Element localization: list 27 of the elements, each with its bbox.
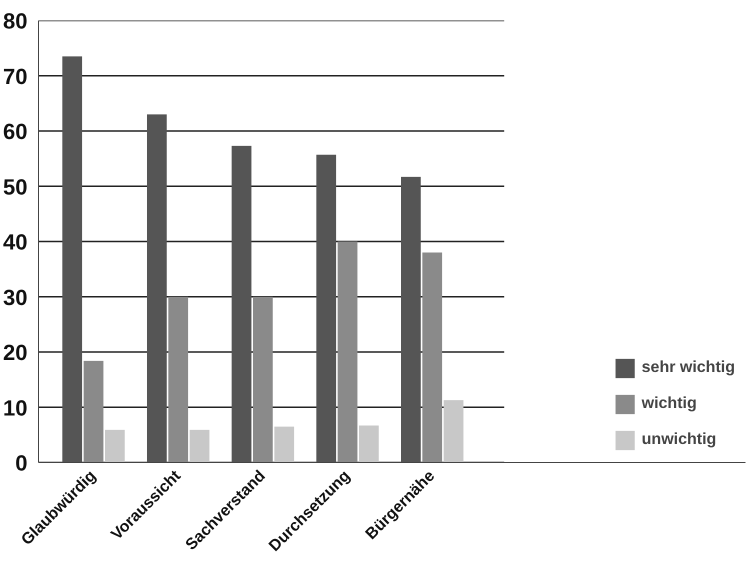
y-tick-label: 70 — [3, 64, 28, 89]
y-tick-label: 60 — [3, 119, 28, 144]
y-tick-label: 50 — [3, 174, 28, 200]
bar — [232, 146, 252, 462]
y-tick-label: 20 — [3, 340, 28, 365]
bar — [359, 425, 379, 462]
bar — [253, 296, 273, 462]
y-tick-label: 0 — [15, 450, 28, 476]
legend-label: sehr wichtig — [642, 359, 735, 377]
bar — [146, 114, 167, 462]
legend-label: unwichtig — [642, 431, 716, 449]
bar — [168, 296, 188, 462]
bar — [62, 56, 82, 462]
bar — [338, 242, 358, 462]
legend-label: wichtig — [642, 395, 697, 413]
y-tick-label: 10 — [3, 395, 28, 420]
bar — [401, 176, 421, 462]
y-tick-label: 80 — [3, 8, 28, 34]
y-tick-label: 30 — [3, 284, 28, 310]
bar — [422, 252, 442, 462]
bar — [190, 430, 210, 462]
bar — [316, 154, 336, 462]
y-tick-label: 40 — [3, 230, 28, 254]
bar — [84, 360, 104, 462]
bar — [444, 400, 464, 462]
bar — [274, 426, 294, 462]
bar — [104, 430, 125, 462]
